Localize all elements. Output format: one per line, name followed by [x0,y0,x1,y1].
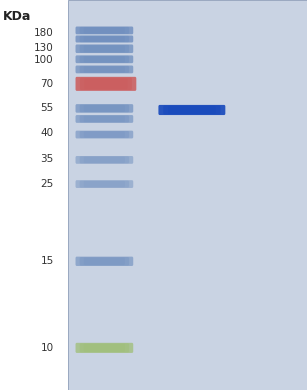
FancyBboxPatch shape [80,27,129,34]
Text: 25: 25 [41,179,54,189]
FancyBboxPatch shape [158,105,225,115]
FancyBboxPatch shape [76,104,133,113]
FancyBboxPatch shape [80,115,129,122]
FancyBboxPatch shape [76,66,133,73]
FancyBboxPatch shape [76,180,133,188]
Bar [68,0,307,390]
FancyBboxPatch shape [84,78,128,89]
FancyBboxPatch shape [168,106,216,114]
FancyBboxPatch shape [84,181,125,187]
FancyBboxPatch shape [80,36,129,42]
FancyBboxPatch shape [80,131,129,138]
FancyBboxPatch shape [80,56,129,63]
FancyBboxPatch shape [76,131,133,138]
Text: KDa: KDa [3,10,31,23]
FancyBboxPatch shape [76,257,133,266]
FancyBboxPatch shape [80,78,132,90]
FancyBboxPatch shape [80,156,129,163]
FancyBboxPatch shape [80,105,129,112]
FancyBboxPatch shape [76,77,136,91]
FancyBboxPatch shape [84,45,125,52]
FancyBboxPatch shape [80,257,129,266]
FancyBboxPatch shape [76,35,133,43]
FancyBboxPatch shape [80,66,129,73]
Text: 35: 35 [41,154,54,164]
FancyBboxPatch shape [80,45,129,53]
FancyBboxPatch shape [84,56,125,62]
FancyBboxPatch shape [80,181,129,188]
Text: 180: 180 [34,28,54,38]
FancyBboxPatch shape [76,55,133,63]
FancyBboxPatch shape [76,27,133,34]
FancyBboxPatch shape [76,343,133,353]
FancyBboxPatch shape [76,156,133,164]
FancyBboxPatch shape [84,344,125,352]
FancyBboxPatch shape [84,27,125,34]
Text: 15: 15 [41,256,54,266]
FancyBboxPatch shape [76,44,133,53]
Text: 100: 100 [34,55,54,66]
FancyBboxPatch shape [163,105,220,115]
FancyBboxPatch shape [84,36,125,42]
Text: 130: 130 [34,43,54,53]
FancyBboxPatch shape [80,343,129,353]
Text: 70: 70 [41,79,54,89]
FancyBboxPatch shape [84,131,125,138]
Text: 40: 40 [41,128,54,138]
FancyBboxPatch shape [76,115,133,123]
FancyBboxPatch shape [84,257,125,265]
FancyBboxPatch shape [84,66,125,73]
Text: 55: 55 [41,103,54,113]
FancyBboxPatch shape [84,157,125,163]
Text: 10: 10 [41,343,54,353]
FancyBboxPatch shape [84,116,125,122]
FancyBboxPatch shape [84,105,125,112]
